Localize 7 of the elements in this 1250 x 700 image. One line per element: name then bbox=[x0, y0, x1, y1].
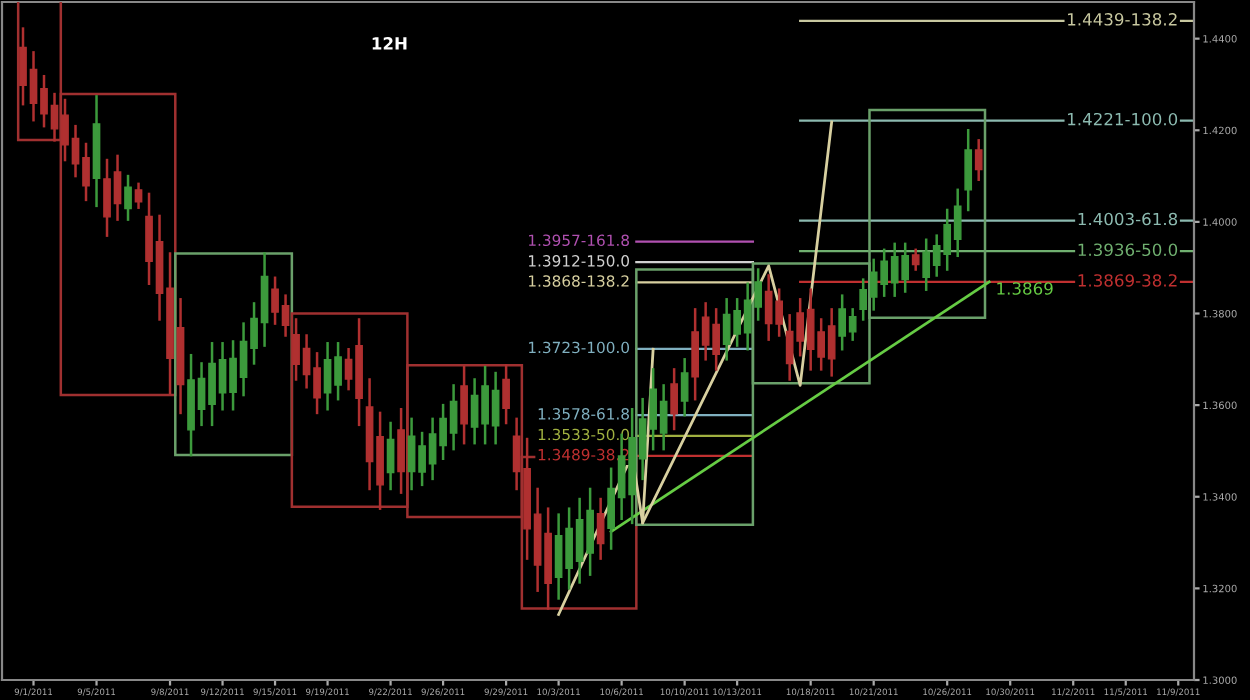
ref-line-label: 1.3869-38.2 bbox=[1078, 274, 1177, 287]
ref-line-label: 1.4003-61.8 bbox=[1078, 212, 1178, 226]
ref-line-label: 1.3936-50.0 bbox=[1078, 243, 1178, 257]
annotation: 1.3869 bbox=[997, 282, 1053, 295]
text: 12H bbox=[372, 37, 407, 50]
ref-line-label: 1.4439-138.2 bbox=[1068, 13, 1177, 26]
ref-line-label: 1.4221-100.0 bbox=[1068, 112, 1178, 126]
